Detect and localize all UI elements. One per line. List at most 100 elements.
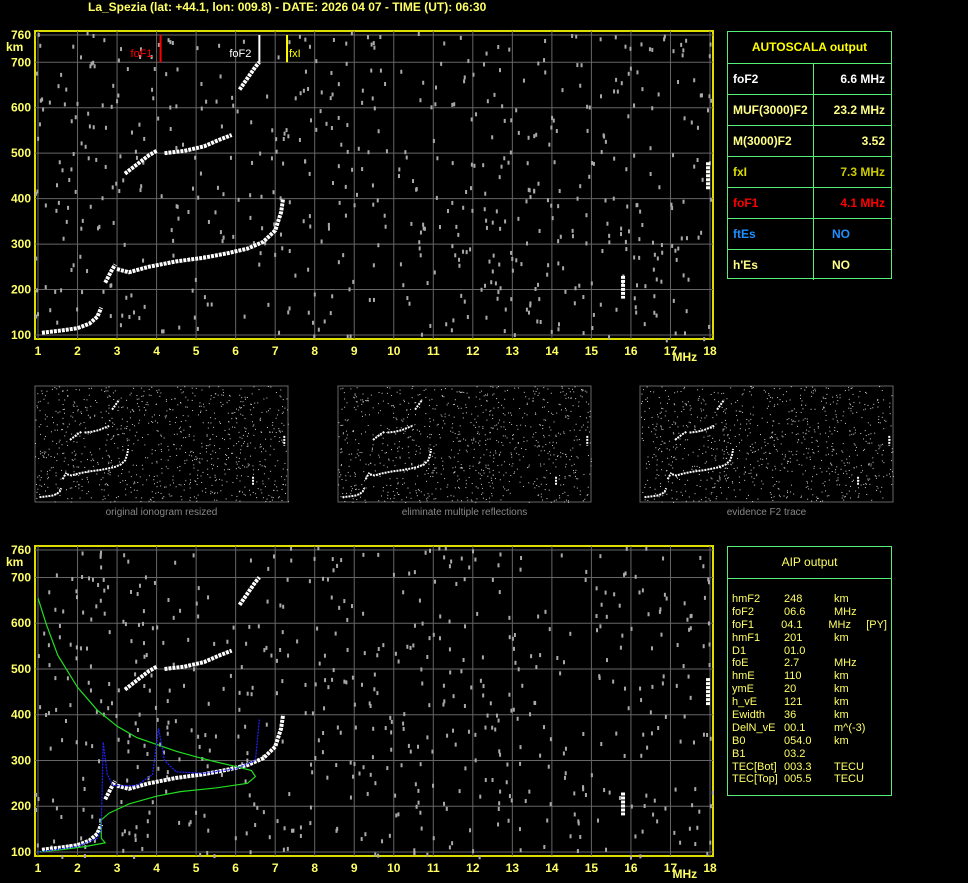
noise-point — [844, 495, 846, 497]
noise-point — [550, 125, 553, 130]
noise-point — [98, 484, 100, 486]
noise-point — [769, 492, 771, 494]
noise-point — [410, 497, 412, 499]
noise-point — [751, 451, 753, 453]
noise-point — [224, 463, 226, 465]
noise-point — [657, 416, 659, 418]
noise-point — [463, 704, 466, 709]
noise-point — [579, 494, 581, 496]
noise-point — [510, 798, 513, 803]
noise-point — [467, 59, 470, 64]
noise-point — [700, 230, 703, 235]
noise-point — [195, 456, 197, 458]
noise-point — [201, 389, 203, 391]
noise-point — [503, 474, 505, 476]
noise-point — [663, 37, 666, 42]
noise-point — [574, 286, 577, 291]
noise-point — [479, 391, 481, 393]
noise-point — [665, 338, 668, 343]
noise-point — [540, 424, 542, 426]
noise-point — [338, 436, 340, 438]
noise-point — [339, 471, 341, 473]
noise-point — [436, 424, 438, 426]
noise-point — [93, 838, 96, 843]
noise-point — [826, 447, 828, 449]
noise-point — [66, 389, 68, 391]
noise-point — [433, 469, 435, 471]
noise-point — [396, 492, 398, 494]
noise-point — [671, 482, 673, 484]
noise-point — [73, 466, 75, 468]
noise-point — [886, 474, 888, 476]
noise-point — [143, 683, 146, 688]
noise-point — [384, 81, 387, 86]
noise-point — [189, 482, 191, 484]
noise-point — [88, 388, 90, 390]
noise-point — [265, 438, 267, 440]
noise-point — [833, 449, 835, 451]
noise-point — [649, 172, 652, 177]
noise-point — [95, 604, 98, 609]
noise-point — [263, 398, 265, 400]
noise-point — [239, 406, 241, 408]
noise-point — [655, 425, 657, 427]
noise-point — [470, 162, 473, 167]
noise-point — [412, 386, 414, 388]
noise-point — [444, 546, 447, 551]
noise-point — [170, 228, 173, 233]
noise-point — [175, 486, 177, 488]
noise-point — [334, 631, 337, 636]
noise-point — [832, 449, 834, 451]
noise-point — [470, 499, 472, 501]
noise-point — [869, 478, 871, 480]
noise-point — [36, 189, 39, 194]
noise-point — [152, 496, 154, 498]
noise-point — [435, 488, 437, 490]
noise-point — [81, 478, 83, 480]
noise-point — [146, 751, 149, 756]
noise-point — [290, 558, 293, 563]
noise-point — [365, 431, 367, 433]
noise-point — [460, 464, 462, 466]
noise-point — [558, 188, 561, 193]
noise-point — [721, 393, 723, 395]
noise-point — [161, 472, 163, 474]
noise-point — [709, 42, 712, 47]
noise-point — [141, 846, 144, 851]
noise-point — [353, 203, 356, 208]
aip-cell: 06.6 — [784, 605, 806, 618]
noise-point — [587, 454, 589, 456]
noise-point — [76, 432, 78, 434]
noise-point — [67, 426, 69, 428]
noise-point — [879, 491, 881, 493]
noise-point — [372, 434, 374, 436]
noise-point — [697, 416, 699, 418]
noise-point — [52, 440, 54, 442]
noise-point — [88, 394, 90, 396]
noise-point — [514, 471, 516, 473]
noise-point — [582, 787, 585, 792]
noise-point — [723, 450, 725, 452]
noise-point — [218, 386, 220, 388]
noise-point — [239, 452, 241, 454]
noise-point — [429, 433, 431, 435]
noise-point — [457, 453, 459, 455]
noise-point — [419, 452, 421, 454]
noise-point — [322, 730, 325, 735]
noise-point — [380, 495, 382, 497]
noise-point — [346, 402, 348, 404]
noise-point — [471, 500, 473, 502]
noise-point — [398, 441, 400, 443]
noise-point — [750, 413, 752, 415]
noise-point — [738, 434, 740, 436]
noise-point — [169, 495, 171, 497]
noise-point — [372, 726, 375, 731]
noise-point — [105, 410, 107, 412]
noise-point — [866, 475, 868, 477]
noise-point — [498, 401, 500, 403]
noise-point — [757, 460, 759, 462]
plot-frame — [34, 30, 714, 340]
noise-point — [123, 242, 126, 247]
noise-point — [568, 415, 570, 417]
noise-point — [134, 482, 136, 484]
